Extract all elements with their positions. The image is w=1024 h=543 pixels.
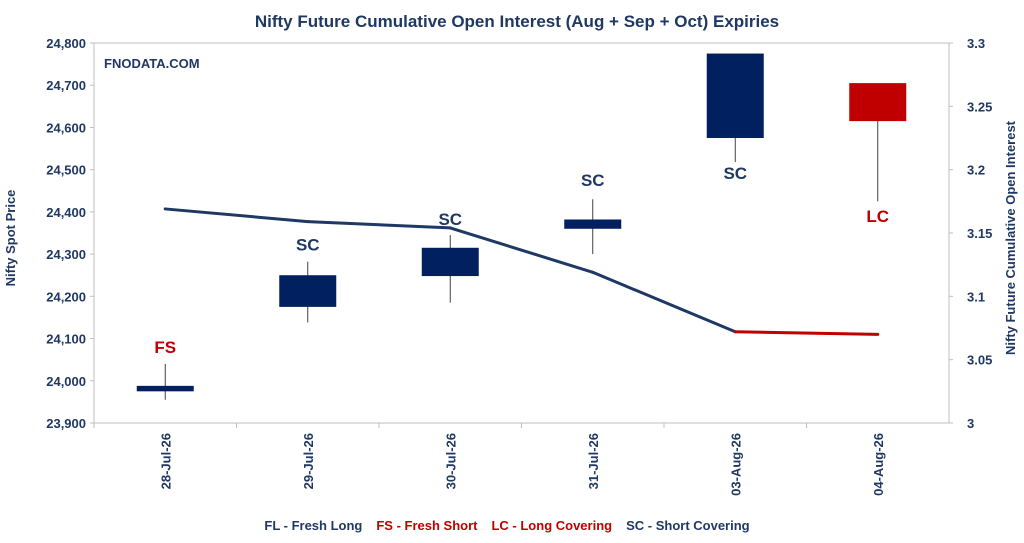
open-interest-line-segment [448,226,595,274]
legend: FL - Fresh Long FS - Fresh Short LC - Long… [264,518,749,533]
y-right-tick-label: 3.3 [967,36,985,51]
candle-annotation: LC [866,207,889,226]
open-interest-line-segment [163,207,310,224]
candle-body [564,219,622,229]
y-right-tick-label: 3.25 [967,99,992,114]
y-left-tick-label: 24,700 [46,78,86,93]
candle-body [706,53,764,138]
x-tick-label: 31-Jul-26 [586,433,601,489]
y-right-tick-label: 3.1 [967,289,985,304]
y-left-tick-label: 23,900 [46,416,86,431]
x-tick-label: 30-Jul-26 [443,433,458,489]
legend-item: FL - Fresh Long [264,518,362,533]
y-right-tick-label: 3.05 [967,353,992,368]
y-left-tick-label: 24,800 [46,36,86,51]
open-interest-line-segment [306,220,452,230]
y-right-tick-label: 3.2 [967,163,985,178]
candle-annotation: SC [723,164,747,183]
candle-annotation: SC [581,171,605,190]
y-left-tick-label: 24,400 [46,205,86,220]
candle-annotation: FS [154,338,176,357]
plot-area [93,42,950,424]
y-axis-right-label: Nifty Future Cumulative Open Interest [1003,120,1018,355]
watermark: FNODATA.COM [104,56,200,71]
candle-body [421,247,479,277]
candle-body [279,275,337,307]
legend-item: SC - Short Covering [626,518,750,533]
y-right-tick-label: 3 [967,416,974,431]
legend-item: LC - Long Covering [491,518,612,533]
y-left-tick-label: 24,100 [46,332,86,347]
y-left-tick-label: 24,600 [46,120,86,135]
y-left-tick-label: 24,300 [46,247,86,262]
x-tick-label: 28-Jul-26 [158,433,173,489]
x-tick-label: 03-Aug-26 [728,433,743,496]
x-tick-label: 29-Jul-26 [301,433,316,489]
candle-body [136,385,194,392]
candle-body [849,83,907,122]
y-left-tick-label: 24,200 [46,289,86,304]
candle-annotation: SC [438,210,462,229]
open-interest-line-segment [733,330,880,336]
y-right-tick-label: 3.15 [967,226,992,241]
chart-title: Nifty Future Cumulative Open Interest (A… [255,12,779,31]
legend-item: FS - Fresh Short [376,518,478,533]
candle-annotation: SC [296,235,320,254]
open-interest-line-segment [591,270,737,334]
x-tick-label: 04-Aug-26 [871,433,886,496]
y-axis-left-label: Nifty Spot Price [3,190,18,287]
y-left-tick-label: 24,500 [46,163,86,178]
y-left-tick-label: 24,000 [46,374,86,389]
